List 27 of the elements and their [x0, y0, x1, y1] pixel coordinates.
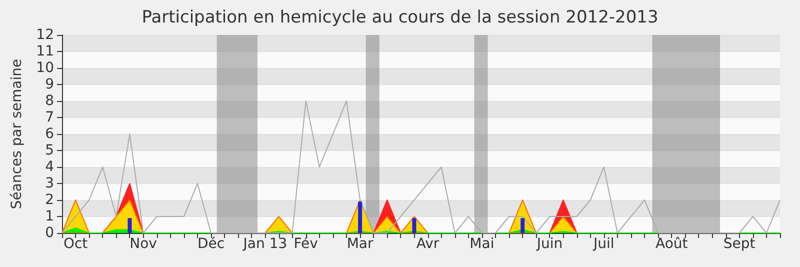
y-tick-label: 11 [36, 44, 54, 60]
y-tick-label: 5 [45, 142, 54, 158]
y-tick-label: 0 [45, 225, 54, 241]
y-tick-label: 12 [36, 27, 54, 43]
x-tick-label: Oct [63, 236, 88, 252]
x-tick-label: Sept [723, 236, 756, 252]
x-tick-label: Nov [130, 236, 157, 252]
x-tick-label: Jan 13 [242, 236, 288, 252]
y-tick-label: 8 [45, 93, 54, 109]
x-tick-label: Avr [416, 236, 440, 252]
y-axis-title: Séances par semaine [9, 58, 25, 210]
y-tick-label: 10 [36, 60, 54, 76]
x-tick-label: Fév [294, 236, 318, 252]
x-tick-label: Déc [197, 236, 225, 252]
x-tick-label: Juin [536, 236, 563, 252]
y-tick-label: 1 [45, 208, 54, 224]
x-tick-label: Août [655, 236, 688, 252]
y-tick-label: 7 [45, 110, 54, 126]
y-tick-label: 3 [45, 176, 54, 192]
y-tick-label: 2 [45, 192, 54, 208]
y-tick-label: 4 [45, 159, 54, 175]
chart-title: Participation en hemicycle au cours de la session 2012-2013 [142, 8, 658, 28]
x-tick-label: Mar [346, 236, 374, 252]
y-tick-label: 6 [45, 126, 54, 142]
y-tick-label: 9 [45, 76, 54, 92]
x-tick-label: Juil [592, 236, 614, 252]
x-tick-label: Mai [470, 236, 494, 252]
